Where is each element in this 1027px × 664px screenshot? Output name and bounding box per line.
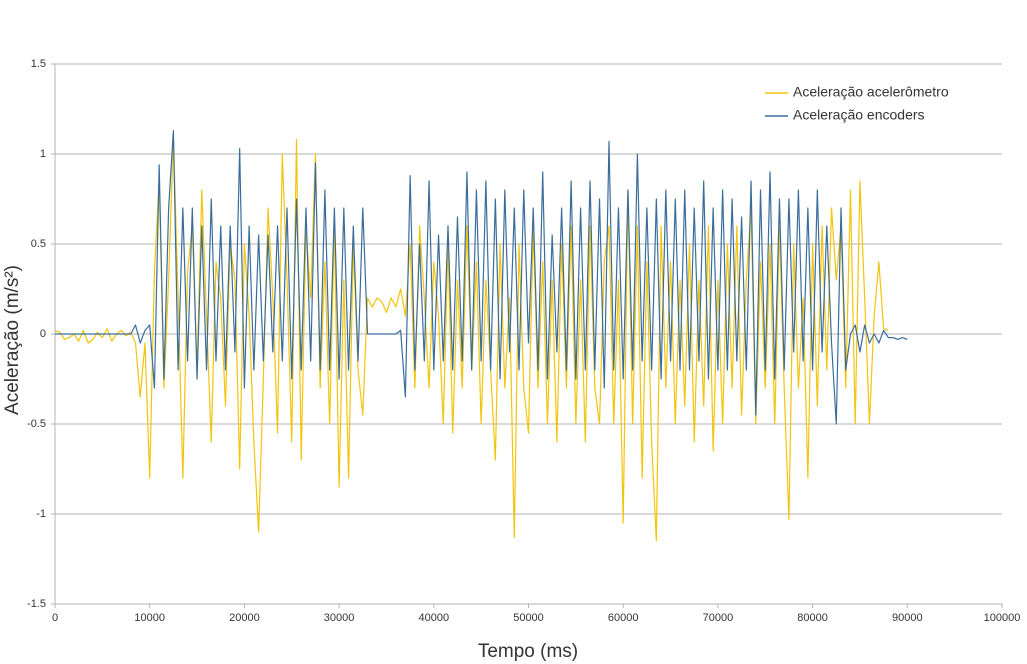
x-tick-label: 70000 (703, 612, 734, 624)
y-tick-label: 0 (40, 328, 46, 340)
y-axis-title: Aceleração (m/s²) (2, 265, 23, 415)
y-tick-label: -0.5 (27, 418, 46, 430)
x-tick-label: 50000 (513, 612, 544, 624)
y-tick-label: -1.5 (27, 598, 46, 610)
x-tick-label: 100000 (984, 612, 1021, 624)
y-tick-label: -1 (36, 508, 46, 520)
x-tick-label: 30000 (324, 612, 355, 624)
data-line (54, 135, 889, 542)
x-tick-label: 40000 (419, 612, 450, 624)
data-line (55, 130, 908, 425)
x-tick-label: 80000 (797, 612, 828, 624)
x-tick-label: 60000 (608, 612, 639, 624)
legend-label: Aceleração acelerômetro (793, 84, 949, 100)
x-axis-title: Tempo (ms) (478, 641, 578, 662)
x-tick-label: 90000 (892, 612, 923, 624)
x-tick-label: 20000 (229, 612, 260, 624)
legend-label: Aceleração encoders (793, 107, 925, 123)
y-tick-label: 1 (40, 148, 46, 160)
x-tick-label: 0 (52, 612, 58, 624)
y-tick-label: 0.5 (31, 238, 46, 250)
x-tick-label: 10000 (134, 612, 165, 624)
y-tick-label: 1.5 (31, 58, 46, 70)
